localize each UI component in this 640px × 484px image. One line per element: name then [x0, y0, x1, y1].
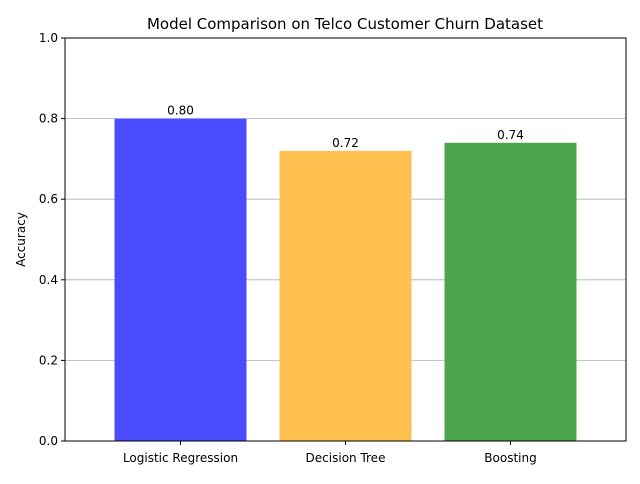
bar-value-label: 0.74: [497, 128, 524, 142]
chart-title: Model Comparison on Telco Customer Churn…: [147, 15, 543, 33]
value-labels: 0.80 0.72 0.74: [167, 104, 524, 150]
bars: [114, 118, 577, 441]
y-tick-label: 0.6: [39, 192, 58, 206]
x-axis-ticks: Logistic Regression Decision Tree Boosting: [123, 441, 537, 465]
x-tick-label: Logistic Regression: [123, 451, 238, 465]
bar-decision-tree: [279, 150, 412, 441]
y-axis-label: Accuracy: [14, 212, 28, 267]
x-tick-label: Boosting: [484, 451, 536, 465]
y-tick-label: 0.0: [39, 434, 58, 448]
bar-boosting: [444, 142, 577, 441]
y-tick-label: 1.0: [39, 31, 58, 45]
y-tick-label: 0.2: [39, 353, 58, 367]
x-tick-label: Decision Tree: [306, 451, 386, 465]
bar-value-label: 0.72: [332, 136, 359, 150]
y-tick-label: 0.8: [39, 112, 58, 126]
bar-logistic-regression: [114, 118, 247, 441]
y-tick-label: 0.4: [39, 273, 58, 287]
y-axis-ticks: 0.0 0.2 0.4 0.6 0.8 1.0: [39, 31, 65, 448]
bar-value-label: 0.80: [167, 104, 194, 118]
